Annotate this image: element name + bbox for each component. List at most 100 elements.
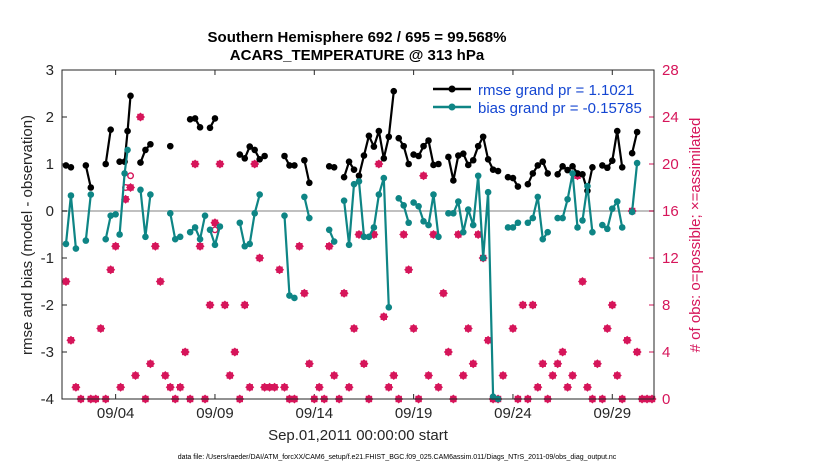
y-axis-label-right: # of obs: o=possible; ×=assimilated [687, 118, 704, 353]
bias-point [306, 214, 313, 222]
obs-assimilated-marker [360, 360, 368, 367]
rmse-point [124, 127, 131, 135]
rmse-point [554, 171, 561, 178]
bias-point [211, 241, 219, 249]
obs-assimilated-marker [375, 160, 383, 168]
bias-point [395, 195, 403, 202]
rmse-point [459, 150, 467, 157]
obs-assimilated-marker [430, 231, 437, 238]
y-right-tick-label: 0 [662, 391, 670, 408]
y-right-tick-label: 24 [662, 109, 679, 126]
rmse-point [67, 163, 75, 171]
rmse-point [380, 155, 388, 162]
obs-assimilated-marker [470, 360, 477, 367]
bias-point [340, 197, 348, 204]
obs-assimilated-marker [216, 160, 224, 168]
bias-point [524, 219, 532, 227]
bias-point [484, 188, 492, 196]
bias-point [67, 192, 75, 199]
obs-assimilated-marker [256, 254, 263, 262]
rmse-point [261, 152, 268, 160]
rmse-point [385, 133, 393, 141]
rmse-point [166, 142, 174, 150]
y-left-tick-label: -4 [41, 391, 54, 408]
rmse-line-segment [303, 159, 311, 184]
rmse-point [569, 163, 576, 170]
obs-assimilated-marker [460, 372, 467, 379]
bias-point [618, 224, 626, 231]
bias-point [375, 191, 383, 198]
rmse-point [608, 157, 616, 165]
bias-point [62, 240, 70, 248]
bias-point [345, 241, 353, 249]
obs-assimilated-marker [167, 384, 174, 391]
bias-point [385, 304, 393, 311]
bias-point [216, 223, 224, 230]
bias-point [415, 203, 422, 210]
obs-assimilated-marker [499, 372, 507, 379]
obs-assimilated-marker [152, 243, 159, 250]
bias-point [176, 233, 184, 241]
obs-assimilated-marker [325, 243, 333, 250]
obs-assimilated-marker [559, 348, 566, 356]
obs-assimilated-marker [579, 278, 586, 285]
bias-point [450, 210, 457, 217]
bias-point [186, 228, 194, 236]
bias-point [489, 393, 497, 400]
y-right-tick-label: 20 [662, 156, 679, 173]
rmse-point [350, 166, 358, 173]
bias-point [405, 219, 412, 227]
bias-line-segment [631, 162, 639, 213]
rmse-point [107, 126, 114, 133]
obs-assimilated-marker [390, 372, 397, 379]
rmse-point [365, 132, 373, 140]
rmse-point [628, 149, 636, 157]
rmse-point [395, 134, 403, 142]
rmse-point [306, 179, 313, 187]
obs-assimilated-marker [226, 372, 234, 379]
rmse-point [435, 160, 442, 168]
rmse-point [445, 153, 452, 161]
bias-point [459, 228, 467, 236]
x-tick-label: 09/19 [395, 405, 433, 422]
bias-point [608, 205, 616, 212]
rmse-point [484, 156, 492, 163]
bias-point [121, 170, 128, 177]
obs-assimilated-marker [594, 360, 601, 367]
obs-assimilated-marker [509, 325, 517, 332]
obs-assimilated-marker [211, 219, 219, 226]
x-tick-label: 09/14 [296, 405, 334, 422]
rmse-point [330, 163, 338, 171]
rmse-line-segment [357, 90, 395, 177]
obs-assimilated-marker [549, 372, 556, 379]
obs-assimilated-marker [67, 337, 75, 344]
obs-assimilated-marker [633, 348, 641, 356]
rmse-point [211, 115, 219, 122]
bias-point [124, 146, 131, 154]
obs-assimilated-marker [484, 337, 492, 344]
obs-possible-marker [127, 172, 135, 180]
bias-point [286, 292, 293, 299]
rmse-point [509, 174, 517, 182]
bias-point [241, 242, 249, 250]
obs-assimilated-marker [425, 372, 432, 379]
bias-point [196, 235, 204, 243]
rmse-point [589, 163, 596, 171]
bias-point [420, 218, 427, 225]
obs-assimilated-marker [340, 290, 348, 297]
obs-assimilated-marker [241, 301, 248, 309]
rmse-point [206, 124, 214, 132]
obs-assimilated-marker [271, 384, 278, 391]
y-left-tick-label: 2 [46, 109, 54, 126]
plot-frame [61, 69, 655, 400]
rmse-point [87, 184, 95, 191]
obs-assimilated-marker [72, 384, 80, 391]
obs-assimilated-marker [609, 301, 616, 309]
obs-assimilated-marker [330, 372, 338, 379]
bias-point [579, 217, 586, 224]
bias-point [430, 191, 437, 198]
obs-assimilated-marker [231, 348, 239, 356]
rmse-point [479, 133, 487, 141]
bias-point [365, 233, 373, 241]
rmse-point [410, 151, 417, 158]
